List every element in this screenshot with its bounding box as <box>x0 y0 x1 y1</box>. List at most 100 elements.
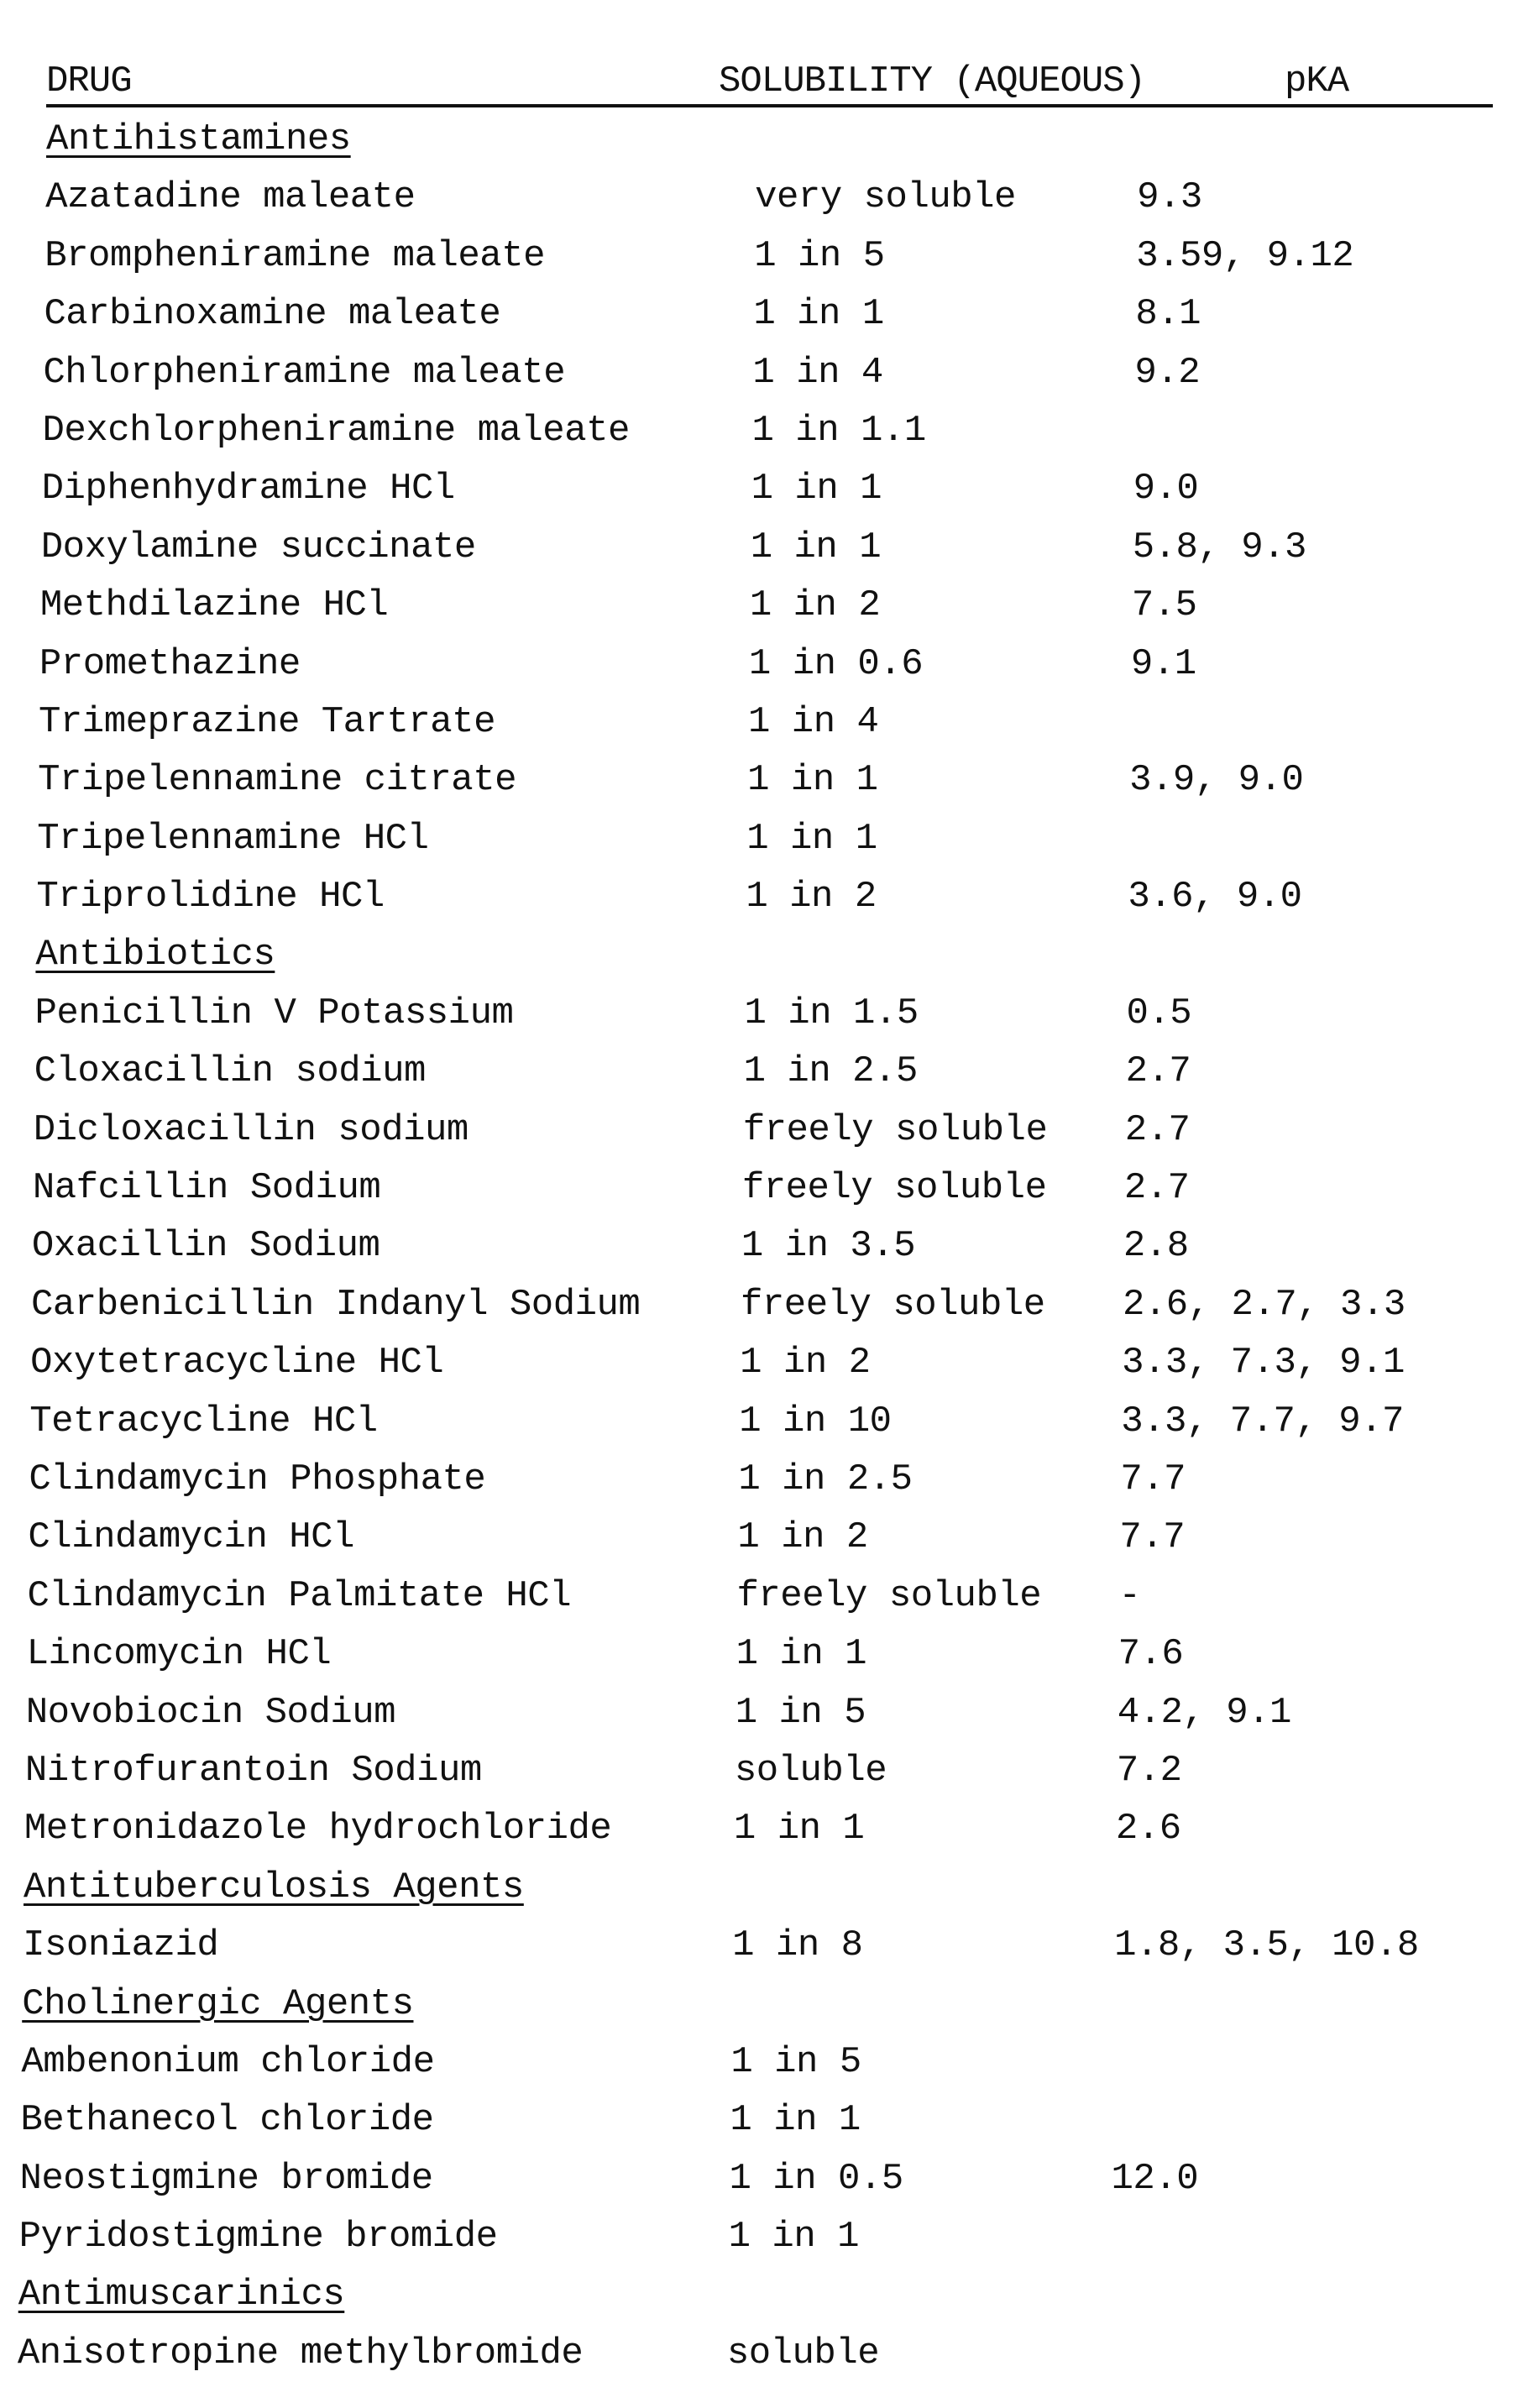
solubility: 1 in 8 <box>732 1924 862 1966</box>
header-drug: DRUG <box>46 60 132 102</box>
pka: 4.2, 9.1 <box>1118 1692 1291 1734</box>
solubility: freely soluble <box>742 1167 1047 1209</box>
pka: 7.7 <box>1120 1458 1186 1500</box>
drug-name: Tripelennamine citrate <box>38 759 516 801</box>
solubility: 1 in 1 <box>753 293 883 335</box>
pka: 12.0 <box>1112 2158 1199 2200</box>
pka: 7.7 <box>1119 1516 1185 1558</box>
table-row: Pyridostigmine bromide1 in 1 <box>0 2209 1539 2267</box>
pka: 2.7 <box>1124 1167 1190 1209</box>
table-row: Diphenhydramine HCl1 in 19.0 <box>0 461 1539 519</box>
table-row: Novobiocin Sodium1 in 54.2, 9.1 <box>0 1685 1539 1743</box>
pka: 1.8, 3.5, 10.8 <box>1114 1924 1419 1966</box>
category-heading: Antibiotics <box>0 927 1539 985</box>
drug-name: Neostigmine bromide <box>20 2158 433 2200</box>
solubility: 1 in 3.5 <box>741 1225 915 1267</box>
solubility: 1 in 1 <box>730 2099 860 2141</box>
solubility: 1 in 10 <box>739 1400 891 1442</box>
solubility: 1 in 2.5 <box>738 1458 912 1500</box>
table-row: Carbinoxamine maleate 1 in 1 8.1 <box>0 286 1539 344</box>
drug-name: Clindamycin HCl <box>28 1516 354 1558</box>
pka: 2.8 <box>1123 1225 1189 1267</box>
drug-name: Tetracycline HCl <box>29 1400 377 1442</box>
drug-name: Carbinoxamine maleate <box>44 293 500 335</box>
category-label: Antimuscarinics <box>18 2274 345 2316</box>
drug-name: Metronidazole hydrochloride <box>24 1808 611 1850</box>
pka: 2.7 <box>1126 1050 1191 1092</box>
solubility: 1 in 1 <box>751 526 881 568</box>
pka: 9.1 <box>1131 643 1196 685</box>
drug-table: Antihistamines Azatadine maleatevery solu… <box>0 112 1539 2384</box>
table-row: Triprolidine HCl1 in 23.6, 9.0 <box>0 869 1539 927</box>
pka: - <box>1119 1575 1141 1617</box>
pka: 2.6 <box>1116 1808 1181 1850</box>
pka: 5.8, 9.3 <box>1133 526 1306 568</box>
category-label: Antihistamines <box>46 118 351 160</box>
category-heading: Antihistamines <box>0 112 1539 170</box>
pka: 2.6, 2.7, 3.3 <box>1123 1284 1406 1326</box>
table-row: Tripelennamine citrate1 in 13.9, 9.0 <box>0 752 1539 810</box>
table-row: Brompheniramine maleate1 in 53.59, 9.12 <box>0 228 1539 286</box>
table-row: Promethazine1 in 0.69.1 <box>0 636 1539 694</box>
drug-name: Chlorpheniramine maleate <box>43 352 565 394</box>
pka: 9.2 <box>1134 352 1200 394</box>
drug-name: Methdilazine HCl <box>40 584 388 626</box>
drug-name: Anisotropine methylbromide <box>18 2332 584 2374</box>
table-row: Anisotropine methylbromidesoluble <box>0 2326 1539 2384</box>
table-row: Doxylamine succinate1 in 15.8, 9.3 <box>0 520 1539 578</box>
category-heading: Antimuscarinics <box>0 2267 1539 2325</box>
solubility: 1 in 1 <box>746 818 877 860</box>
category-heading: Cholinergic Agents <box>0 1976 1539 2034</box>
solubility: 1 in 2 <box>740 1342 870 1384</box>
pka: 3.3, 7.3, 9.1 <box>1122 1342 1405 1384</box>
table-row: Clindamycin Palmitate HClfreely soluble- <box>0 1568 1539 1626</box>
table-row: Oxacillin Sodium1 in 3.52.8 <box>0 1218 1539 1276</box>
table-row: Metronidazole hydrochloride 1 in 1 2.6 <box>0 1801 1539 1859</box>
solubility: 1 in 4 <box>748 701 878 743</box>
table-row: Oxytetracycline HCl 1 in 2 3.3, 7.3, 9.1 <box>0 1335 1539 1393</box>
drug-name: Nitrofurantoin Sodium <box>25 1750 482 1792</box>
table-row: Ambenonium chloride1 in 5 <box>0 2034 1539 2092</box>
drug-name: Pyridostigmine bromide <box>19 2216 498 2258</box>
category-label: Antituberculosis Agents <box>24 1866 524 1908</box>
table-row: Lincomycin HCl1 in 17.6 <box>0 1626 1539 1684</box>
solubility: 1 in 0.6 <box>749 643 923 685</box>
drug-name: Nafcillin Sodium <box>33 1167 380 1209</box>
pka: 9.0 <box>1133 468 1199 510</box>
table-row: Penicillin V Potassium1 in 1.50.5 <box>0 986 1539 1044</box>
solubility: 1 in 5 <box>735 1692 866 1734</box>
table-row: Nafcillin Sodium freely soluble 2.7 <box>0 1160 1539 1218</box>
table-row: Bethanecol chloride 1 in 1 <box>0 2092 1539 2150</box>
category-label: Cholinergic Agents <box>22 1983 413 2025</box>
table-row: Clindamycin Phosphate1 in 2.57.7 <box>0 1452 1539 1510</box>
solubility: 1 in 5 <box>754 235 884 277</box>
solubility: 1 in 4 <box>752 352 882 394</box>
drug-name: Clindamycin Palmitate HCl <box>28 1575 572 1617</box>
solubility: 1 in 2 <box>737 1516 867 1558</box>
drug-name: Triprolidine HCl <box>36 876 384 918</box>
category-label: Antibiotics <box>35 934 275 976</box>
pka: 7.6 <box>1118 1633 1184 1675</box>
drug-name: Carbenicillin Indanyl Sodium <box>31 1284 640 1326</box>
pka: 3.3, 7.7, 9.7 <box>1121 1400 1404 1442</box>
drug-name: Diphenhydramine HCl <box>42 468 455 510</box>
table-row: Azatadine maleatevery soluble9.3 <box>0 170 1539 228</box>
solubility: 1 in 2 <box>746 876 876 918</box>
pka: 7.5 <box>1132 584 1197 626</box>
pka: 8.1 <box>1135 293 1201 335</box>
pka: 7.2 <box>1117 1750 1182 1792</box>
table-row: Isoniazid 1 in 8 1.8, 3.5, 10.8 <box>0 1918 1539 1976</box>
solubility: 1 in 1.1 <box>752 410 926 452</box>
drug-name: Azatadine maleate <box>45 176 415 218</box>
pka: 0.5 <box>1127 992 1192 1034</box>
drug-name: Isoniazid <box>23 1924 218 1966</box>
table-row: Clindamycin HCl 1 in 2 7.7 <box>0 1510 1539 1568</box>
solubility: 1 in 1 <box>734 1808 864 1850</box>
header-solubility: SOLUBILITY (AQUEOUS) <box>719 60 1145 102</box>
solubility: soluble <box>735 1750 887 1792</box>
pka: 3.9, 9.0 <box>1129 759 1303 801</box>
drug-name: Oxytetracycline HCl <box>30 1342 443 1384</box>
drug-name: Bethanecol chloride <box>20 2099 433 2141</box>
table-row: Trimeprazine Tartrate1 in 4 <box>0 694 1539 752</box>
pka: 3.59, 9.12 <box>1136 235 1353 277</box>
